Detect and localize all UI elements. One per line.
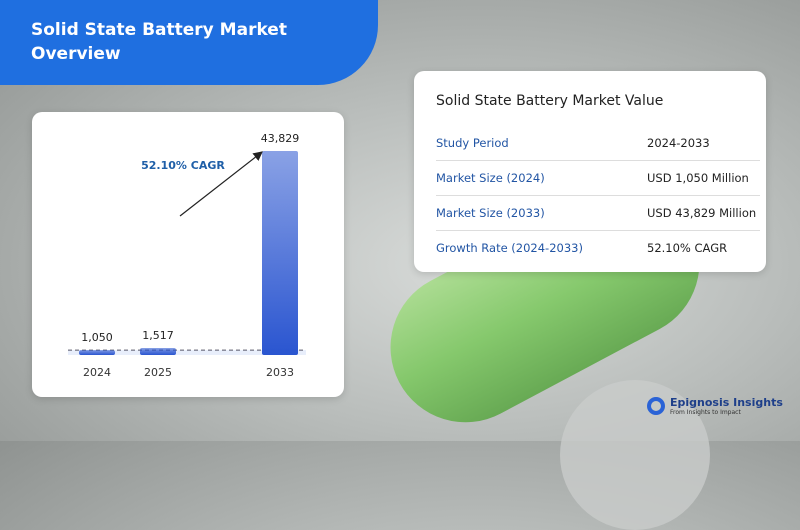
reference-area [68,350,306,355]
cagr-annotation: 52.10% CAGR [141,159,225,172]
row-label: Market Size (2033) [436,205,545,220]
table-row: Market Size (2033) USD 43,829 Million [436,195,760,231]
row-value: 52.10% CAGR [647,240,728,255]
logo-icon [647,397,665,415]
table-title: Solid State Battery Market Value [436,93,664,109]
row-value: 2024-2033 [647,135,710,150]
bar [79,350,115,355]
chart-card: 1,050 2024 1,517 2025 43,829 2033 52.10% CAGR [32,112,344,397]
chart: 1,050 2024 1,517 2025 43,829 2033 52.10% CAGR [68,132,306,379]
table-row: Growth Rate (2024-2033) 52.10% CAGR [436,230,760,265]
x-tick-label: 2033 [266,366,294,379]
row-value: USD 43,829 Million [647,205,757,220]
table-card: Solid State Battery Market Value Study P… [414,71,766,272]
row-label: Growth Rate (2024-2033) [436,240,583,255]
logo-tagline: From Insights to Impact [670,409,741,416]
header: Solid State Battery Market Overview [0,0,378,85]
row-value: USD 1,050 Million [647,170,749,185]
value-label: 43,829 [261,132,300,145]
table-row: Market Size (2024) USD 1,050 Million [436,160,760,196]
value-label: 1,050 [81,331,113,344]
header-title: Solid State Battery Market Overview [31,20,287,64]
x-tick-label: 2024 [83,366,111,379]
table-row: Study Period 2024-2033 [436,125,760,161]
row-label: Study Period [436,135,509,150]
row-label: Market Size (2024) [436,170,545,185]
x-tick-label: 2025 [144,366,172,379]
value-label: 1,517 [142,329,174,342]
logo: Epignosis Insights From Insights to Impa… [647,396,783,416]
logo-name: Epignosis Insights [670,396,783,409]
bar [262,151,298,355]
cagr-arrow [179,151,263,217]
bar [140,347,176,355]
